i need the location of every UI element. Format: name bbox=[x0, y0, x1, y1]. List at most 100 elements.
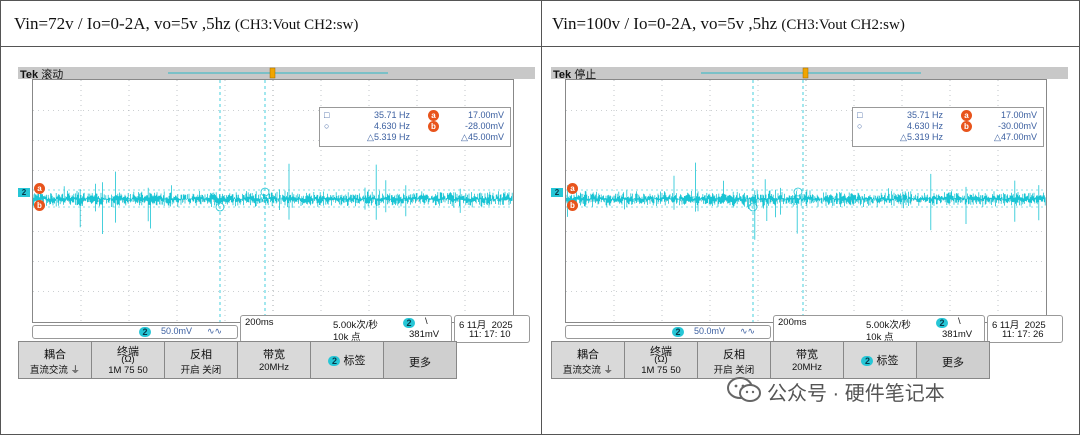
sample-rate-value: 5.00k次/秒 bbox=[333, 320, 378, 331]
cursor-readout-row-2: ○ 4.630 Hz b -30.00mV bbox=[853, 121, 1043, 132]
coupling-options: 直流交流 ⏚ bbox=[562, 365, 614, 376]
cursor-b-icon: b bbox=[961, 121, 972, 132]
waveform-display[interactable]: □ 35.71 Hz a 17.00mV ○ 4.630 Hz b -30.00… bbox=[565, 79, 1047, 323]
square-icon: □ bbox=[857, 110, 863, 120]
channel-2-scale: 50.0mV bbox=[161, 326, 193, 336]
channel-2-badge: 2 bbox=[139, 327, 151, 337]
bandwidth-value: 20MHz bbox=[791, 362, 823, 373]
cursor-a-level-icon[interactable]: a bbox=[567, 183, 578, 194]
timebase-value: 200ms bbox=[245, 317, 274, 328]
record-length-value: 10k 点 bbox=[333, 332, 361, 343]
channel-2-ground-marker[interactable]: 2 bbox=[18, 188, 30, 197]
timebase-value: 200ms bbox=[778, 317, 807, 328]
date-time-box: 6 11月 2025 11: 17: 26 bbox=[987, 315, 1063, 343]
date-value: 6 11月 2025 bbox=[992, 320, 1046, 331]
brand-text: Tek bbox=[553, 69, 572, 81]
label-title: 标签 bbox=[876, 355, 899, 367]
termination-softkey[interactable]: 终端 (Ω) 1M 75 50 bbox=[91, 341, 165, 379]
channel-2-status-bar[interactable]: 2 50.0mV ∿∿ bbox=[32, 325, 238, 339]
trigger-slope-icon: \ bbox=[958, 316, 961, 327]
trigger-source-badge: 2 bbox=[936, 318, 948, 328]
termination-options: 1M 75 50 bbox=[108, 365, 148, 376]
scope-top-bar: Tek 滚动 bbox=[18, 66, 535, 82]
label-softkey-content: 2 标签 bbox=[844, 352, 916, 368]
channel-2-ground-marker[interactable]: 2 bbox=[551, 188, 563, 197]
cursor-a-icon: a bbox=[961, 110, 972, 121]
caption-right-channels: (CH3:Vout CH2:sw) bbox=[781, 17, 905, 33]
horizontal-trigger-info[interactable]: 200ms 5.00k次/秒 10k 点 2 \ 381mV bbox=[240, 315, 452, 343]
cursor-readout-row-delta: △5.319 Hz △47.00mV bbox=[853, 132, 1043, 143]
cursor-crosshair-circle bbox=[748, 202, 758, 212]
scope-brand-label: Tek 滚动 bbox=[20, 66, 63, 82]
cursor-b-level-icon[interactable]: b bbox=[567, 200, 578, 211]
trigger-position-marker bbox=[168, 67, 388, 79]
trigger-level-value: 381mV bbox=[942, 329, 973, 340]
invert-title: 反相 bbox=[723, 349, 745, 361]
bandwidth-limit-icon: ∿∿ bbox=[740, 326, 756, 336]
circle-icon: ○ bbox=[324, 121, 330, 131]
horizontal-trigger-info[interactable]: 200ms 5.00k次/秒 10k 点 2 \ 381mV bbox=[773, 315, 985, 343]
invert-options: 开启 关闭 bbox=[713, 365, 755, 376]
invert-softkey[interactable]: 反相 开启 关闭 bbox=[164, 341, 238, 379]
channel-2-badge: 2 bbox=[672, 327, 684, 337]
date-time-box: 6 11月 2025 11: 17: 10 bbox=[454, 315, 530, 343]
cursor-readout-row-2: ○ 4.630 Hz b -28.00mV bbox=[320, 121, 510, 132]
bandwidth-softkey[interactable]: 带宽 20MHz bbox=[237, 341, 311, 379]
termination-unit: (Ω) bbox=[121, 354, 135, 365]
cursor-crosshair-square bbox=[793, 187, 803, 197]
coupling-title: 耦合 bbox=[577, 349, 599, 361]
waveform-display[interactable]: □ 35.71 Hz a 17.00mV ○ 4.630 Hz b -28.00… bbox=[32, 79, 514, 323]
cursor-b-level-icon[interactable]: b bbox=[34, 200, 45, 211]
invert-options: 开启 关闭 bbox=[180, 365, 222, 376]
square-icon: □ bbox=[324, 110, 330, 120]
cursor-a-voltage: 17.00mV bbox=[467, 110, 504, 120]
cursor-readout-box: □ 35.71 Hz a 17.00mV ○ 4.630 Hz b -30.00… bbox=[852, 107, 1044, 147]
channel-2-status-bar[interactable]: 2 50.0mV ∿∿ bbox=[565, 325, 771, 339]
softkey-bar: 耦合 直流交流 ⏚ 终端 (Ω) 1M 75 50 反相 开启 关闭 带宽 20… bbox=[18, 341, 458, 379]
cursor-a-frequency: 35.71 Hz bbox=[373, 110, 410, 120]
label-softkey[interactable]: 2 标签 bbox=[310, 341, 384, 379]
wechat-logo-icon bbox=[727, 377, 761, 402]
more-softkey[interactable]: 更多 bbox=[383, 341, 457, 379]
bandwidth-value: 20MHz bbox=[258, 362, 290, 373]
record-length-value: 10k 点 bbox=[866, 332, 894, 343]
coupling-softkey[interactable]: 耦合 直流交流 ⏚ bbox=[18, 341, 92, 379]
invert-softkey[interactable]: 反相 开启 关闭 bbox=[697, 341, 771, 379]
termination-softkey[interactable]: 终端 (Ω) 1M 75 50 bbox=[624, 341, 698, 379]
bandwidth-title: 带宽 bbox=[263, 349, 285, 361]
delta-frequency: △5.319 Hz bbox=[367, 132, 410, 142]
more-softkey[interactable]: 更多 bbox=[916, 341, 990, 379]
sample-rate-value: 5.00k次/秒 bbox=[866, 320, 911, 331]
label-softkey[interactable]: 2 标签 bbox=[843, 341, 917, 379]
cursor-a-icon: a bbox=[428, 110, 439, 121]
coupling-softkey[interactable]: 耦合 直流交流 ⏚ bbox=[551, 341, 625, 379]
cursor-crosshair-square bbox=[260, 187, 270, 197]
caption-right: Vin=100v / Io=0-2A, vo=5v ,5hz (CH3:Vout… bbox=[552, 14, 905, 34]
cursor-b-frequency: 4.630 Hz bbox=[906, 121, 943, 131]
termination-unit: (Ω) bbox=[654, 354, 668, 365]
caption-left: Vin=72v / Io=0-2A, vo=5v ,5hz (CH3:Vout … bbox=[14, 14, 358, 34]
acq-mode-text: 滚动 bbox=[41, 69, 64, 81]
channel-2-trace bbox=[32, 163, 513, 234]
caption-right-main: Vin=100v / Io=0-2A, vo=5v ,5hz bbox=[552, 14, 782, 33]
cursor-crosshair-circle bbox=[215, 202, 225, 212]
more-title: 更多 bbox=[409, 357, 431, 369]
delta-voltage: △45.00mV bbox=[461, 132, 504, 142]
header-divider bbox=[0, 46, 1080, 47]
label-channel-badge: 2 bbox=[861, 356, 874, 366]
termination-title: 终端 bbox=[117, 346, 139, 358]
bandwidth-softkey[interactable]: 带宽 20MHz bbox=[770, 341, 844, 379]
scope-top-bar: Tek 停止 bbox=[551, 67, 1068, 81]
invert-title: 反相 bbox=[190, 349, 212, 361]
cursor-a-frequency: 35.71 Hz bbox=[906, 110, 943, 120]
scope-screenshot-left: Tek 滚动 □ 35.71 Hz a 17.00mV ○ 4.630 Hz b… bbox=[18, 67, 535, 379]
delta-frequency: △5.319 Hz bbox=[900, 132, 943, 142]
trigger-level-value: 381mV bbox=[409, 329, 440, 340]
date-value: 6 11月 2025 bbox=[459, 320, 513, 331]
caption-left-channels: (CH3:Vout CH2:sw) bbox=[234, 17, 359, 33]
scope-screenshot-right: Tek 停止 □ 35.71 Hz a 17.00mV ○ 4.630 Hz b… bbox=[551, 67, 1068, 379]
coupling-options: 直流交流 ⏚ bbox=[29, 365, 81, 376]
trigger-slope-icon: \ bbox=[425, 316, 428, 327]
cursor-a-level-icon[interactable]: a bbox=[34, 183, 45, 194]
time-value: 11: 17: 10 bbox=[469, 329, 511, 340]
